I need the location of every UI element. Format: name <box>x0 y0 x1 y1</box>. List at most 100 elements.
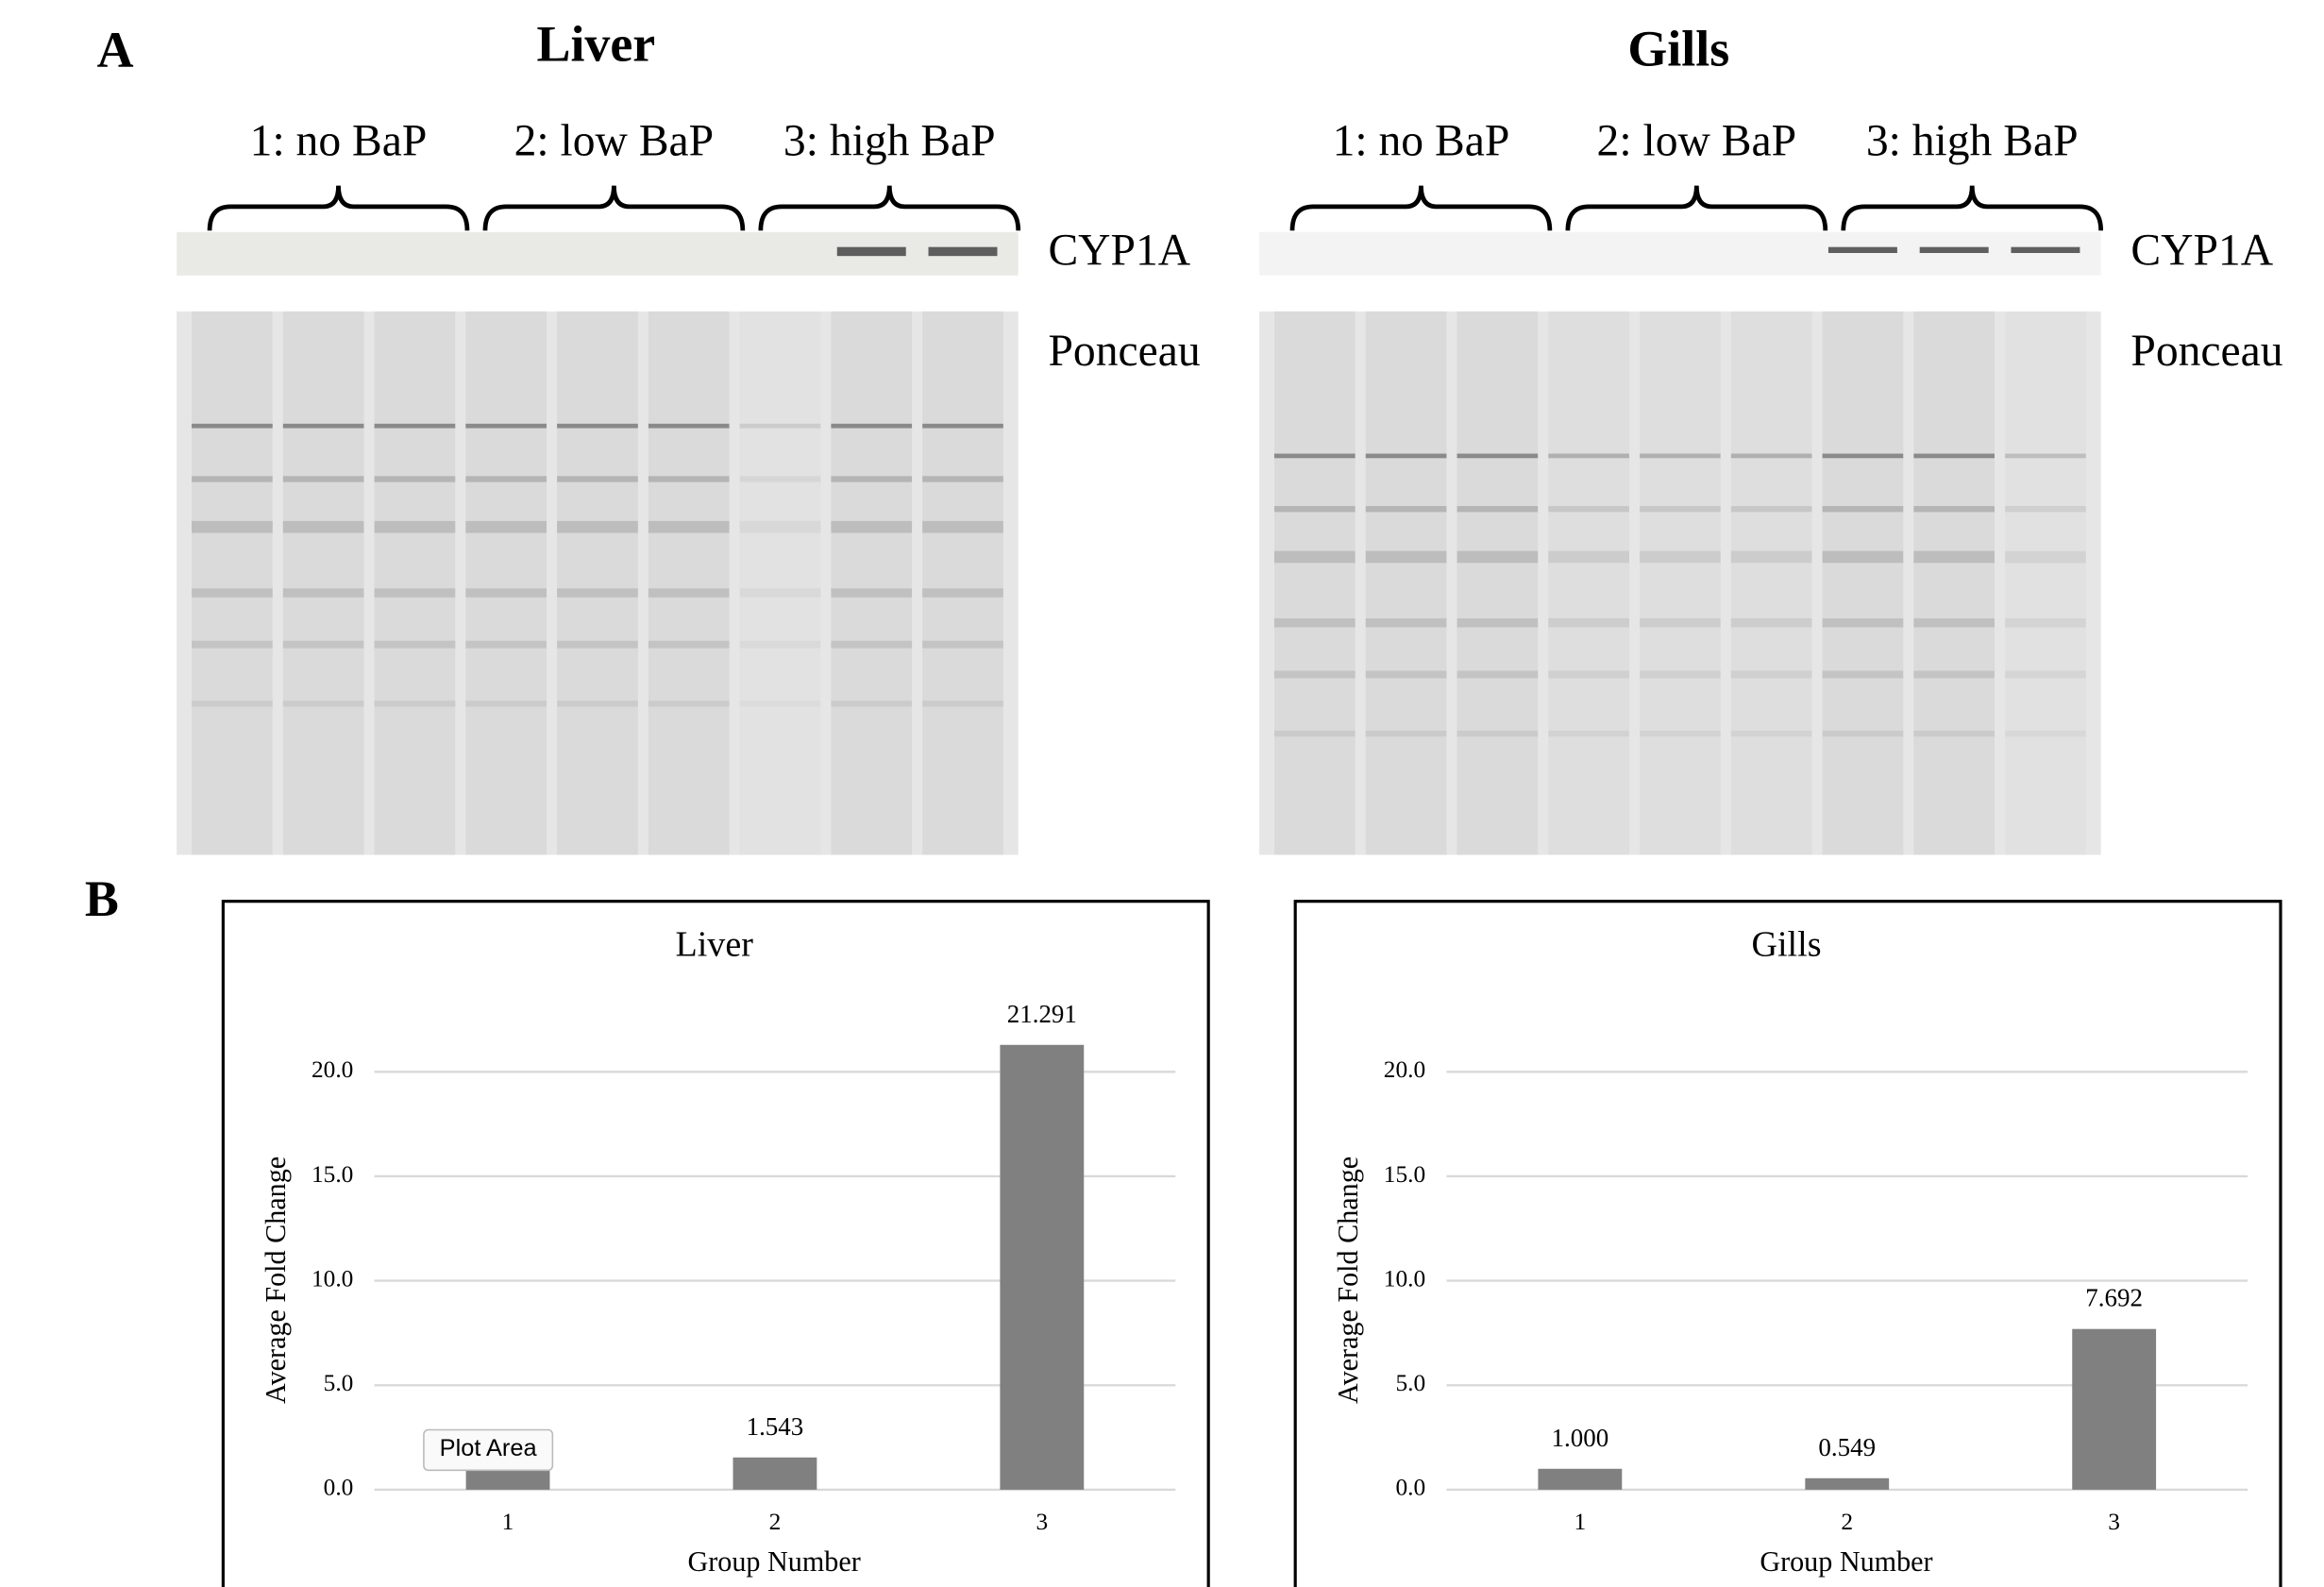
protein-band <box>1457 670 1539 679</box>
x-tick-label: 1 <box>1575 1509 1587 1535</box>
protein-band <box>831 701 913 707</box>
lane <box>922 311 1003 855</box>
protein-band <box>1822 453 1904 459</box>
chart-frame <box>1293 900 2282 1587</box>
lane <box>739 311 821 855</box>
protein-band <box>1640 730 1721 737</box>
protein-band <box>1548 550 1629 564</box>
protein-band <box>1913 506 1996 513</box>
y-tick-label: 10.0 <box>312 1265 353 1292</box>
protein-band <box>1913 730 1996 737</box>
protein-band <box>557 640 638 649</box>
y-tick-label: 10.0 <box>1384 1265 1425 1292</box>
protein-band <box>831 476 913 482</box>
data-label: 1.543 <box>747 1412 804 1441</box>
protein-band <box>557 588 638 598</box>
group-label: 2: low BaP <box>514 117 715 166</box>
lane <box>1822 311 1904 855</box>
protein-band <box>1365 670 1447 679</box>
lane <box>2005 311 2086 855</box>
protein-band <box>282 423 364 429</box>
blot-label: CYP1A <box>2130 227 2273 276</box>
y-tick-label: 5.0 <box>1395 1370 1425 1396</box>
brace <box>482 185 746 231</box>
protein-band <box>1913 550 1996 564</box>
protein-band <box>1273 550 1356 564</box>
group-label: 1: no BaP <box>250 117 428 166</box>
brace <box>1565 185 1828 231</box>
lane <box>465 311 547 855</box>
protein-band <box>557 423 638 429</box>
protein-band <box>1273 506 1356 513</box>
protein-band <box>1913 617 1996 628</box>
protein-band <box>1640 506 1721 513</box>
group-label: 2: low BaP <box>1597 117 1797 166</box>
protein-band <box>2005 453 2086 459</box>
protein-band <box>282 701 364 707</box>
protein-band <box>1822 730 1904 737</box>
protein-band <box>1273 730 1356 737</box>
protein-band <box>374 588 456 598</box>
group-label: 3: high BaP <box>1866 117 2079 166</box>
protein-band <box>1548 730 1629 737</box>
bar <box>1805 1477 1890 1490</box>
blot-label: Ponceau <box>1048 327 1200 376</box>
protein-band <box>557 520 638 533</box>
protein-band <box>374 701 456 707</box>
protein-band <box>739 701 821 707</box>
group-label: 3: high BaP <box>783 117 996 166</box>
protein-band <box>648 640 730 649</box>
x-tick-label: 1 <box>502 1509 514 1535</box>
data-label: 1.000 <box>1552 1424 1609 1452</box>
protein-band <box>1365 730 1447 737</box>
protein-band <box>1822 550 1904 564</box>
protein-band <box>922 588 1003 598</box>
data-label: 21.291 <box>1007 1000 1077 1028</box>
protein-band <box>1457 617 1539 628</box>
protein-band <box>374 423 456 429</box>
protein-band <box>648 588 730 598</box>
protein-band <box>1822 670 1904 679</box>
protein-band <box>648 701 730 707</box>
blot-title: Gills <box>1627 20 1729 76</box>
protein-band <box>192 588 273 598</box>
panel-label: A <box>97 22 134 78</box>
protein-band <box>922 640 1003 649</box>
protein-band <box>1730 617 1812 628</box>
protein-band <box>557 701 638 707</box>
x-tick-label: 3 <box>2108 1509 2120 1535</box>
protein-band <box>1730 506 1812 513</box>
y-tick-label: 15.0 <box>1384 1161 1425 1188</box>
lane <box>374 311 456 855</box>
protein-band <box>1730 550 1812 564</box>
protein-band <box>648 520 730 533</box>
bar <box>733 1457 817 1490</box>
protein-band <box>922 423 1003 429</box>
chart-title: Gills <box>1751 925 1821 965</box>
cyp1a-band <box>928 246 998 257</box>
brace <box>1289 185 1553 231</box>
protein-band <box>1822 617 1904 628</box>
y-tick-label: 20.0 <box>1384 1056 1425 1083</box>
protein-band <box>1640 617 1721 628</box>
y-tick-label: 5.0 <box>324 1370 354 1396</box>
tooltip-text: Plot Area <box>440 1435 538 1461</box>
protein-band <box>2005 730 2086 737</box>
protein-band <box>648 423 730 429</box>
protein-band <box>1548 670 1629 679</box>
protein-band <box>2005 506 2086 513</box>
data-label: 0.549 <box>1818 1433 1876 1461</box>
protein-band <box>1640 670 1721 679</box>
protein-band <box>282 640 364 649</box>
protein-band <box>2005 550 2086 564</box>
lane <box>1365 311 1447 855</box>
protein-band <box>192 520 273 533</box>
protein-band <box>374 640 456 649</box>
cyp1a-band <box>1827 246 1897 254</box>
protein-band <box>465 423 547 429</box>
protein-band <box>1730 670 1812 679</box>
protein-band <box>1913 670 1996 679</box>
protein-band <box>1640 550 1721 564</box>
y-tick-label: 20.0 <box>312 1056 353 1083</box>
bar <box>1000 1044 1085 1490</box>
